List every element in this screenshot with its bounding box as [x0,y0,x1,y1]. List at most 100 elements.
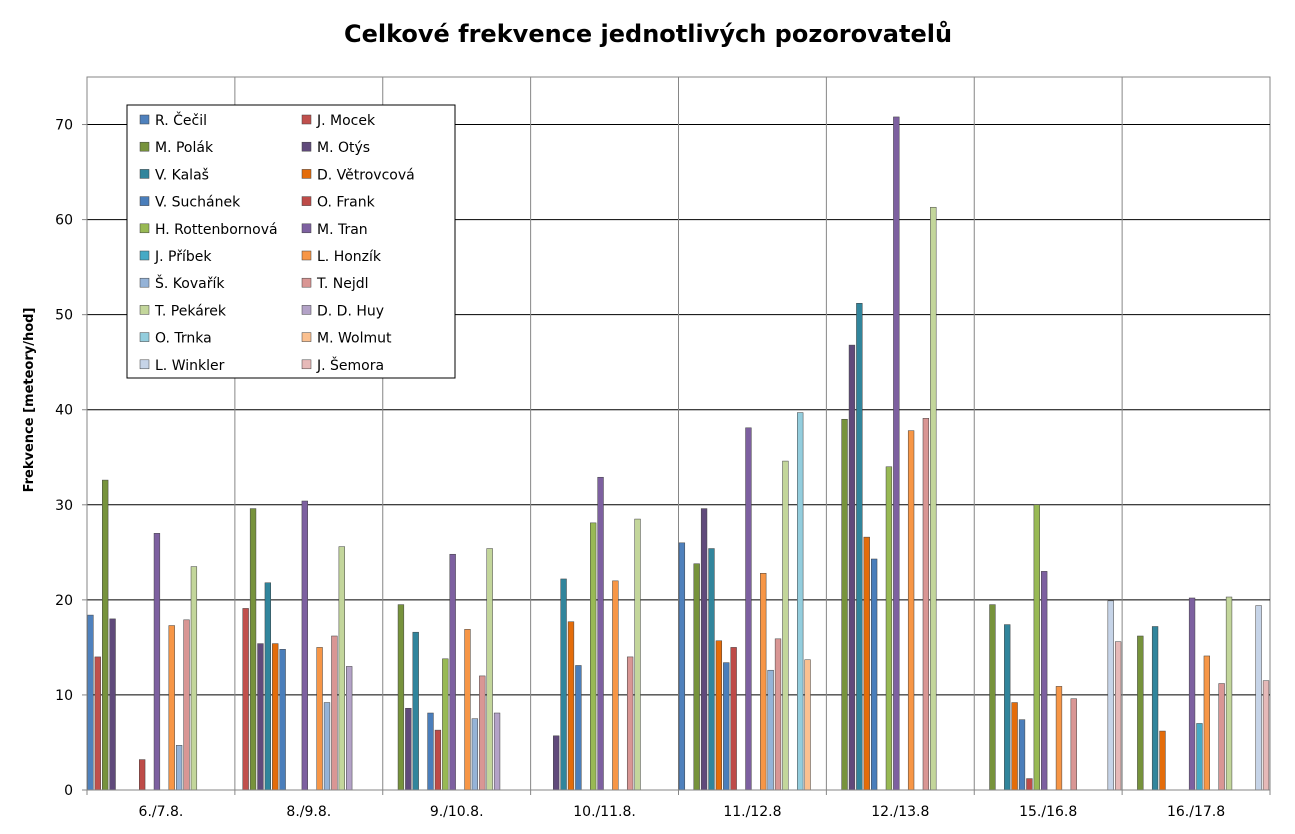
bar [1114,641,1122,791]
x-ticks: 6./7.8. 8./9.8. 9./10.8. 10./11.8. 11./12.8 1… [86,790,1271,820]
legend-swatch [301,250,312,261]
bar [1262,680,1270,791]
legend-swatch [139,277,150,288]
bar [190,566,198,791]
bar [863,536,870,791]
bar [338,546,345,791]
legend-swatch [139,359,150,370]
bar [412,631,419,791]
bar [175,745,183,791]
bar [1159,730,1166,791]
y-ticks: 0 10 20 30 40 50 60 70 [55,118,87,799]
bar [1218,683,1225,791]
legend-swatch [301,196,312,206]
legend-swatch [301,169,312,179]
bar [1137,635,1144,791]
bar [774,638,782,791]
legend-label: O. Trnka [155,331,212,347]
bar [848,344,856,791]
bar [153,533,161,791]
bar [634,518,641,791]
bar [434,729,442,791]
bar [109,618,116,791]
legend-swatch [139,114,150,125]
bar [841,418,848,791]
bar [94,656,101,791]
bar [723,662,730,791]
bar [242,608,249,791]
bar [708,548,715,791]
legend-swatch [139,250,150,261]
bar [427,712,434,791]
bar [1255,605,1262,791]
bar [730,647,737,791]
x-tick-label: 6./7.8. [139,804,184,820]
y-tick-label: 60 [55,213,73,229]
legend-label: V. Kalaš [155,167,209,183]
bar [139,759,146,791]
legend-label: M. Polák [155,140,214,156]
bar [1225,596,1233,791]
bar [471,718,479,791]
bar [249,508,257,791]
bar [693,563,700,791]
bar [567,621,575,791]
y-tick-label: 50 [55,308,73,324]
bar [479,675,486,791]
bar [1203,655,1210,791]
legend-label: D. Větrovcová [317,167,415,183]
legend-label: L. Honzík [317,249,382,265]
bar [323,702,331,791]
bar [449,553,456,791]
legend-swatch [139,332,150,342]
bar [797,412,804,791]
bar [279,649,286,791]
legend-box [126,104,456,379]
x-tick-label: 16./17.8 [1167,804,1225,820]
legend-swatch [301,332,312,342]
bar [257,643,264,791]
bar [767,669,774,791]
bar [930,206,937,791]
bars [87,116,1270,791]
bar [560,578,567,791]
bar [1041,571,1048,791]
bar [715,640,723,791]
legend-label: H. Rottenbornová [155,222,278,238]
legend-swatch [301,305,312,315]
bar [612,580,619,791]
bar [1151,626,1159,791]
legend-swatch [139,305,150,315]
bar [486,548,493,791]
y-tick-label: 30 [55,498,73,514]
bar [700,508,708,791]
legend-label: R. Čečil [155,111,207,129]
bar [464,629,471,791]
bar [1055,686,1063,791]
bar [804,659,811,791]
bar [405,707,412,791]
x-tick-label: 11./12.8 [723,804,781,820]
legend-label: D. D. Huy [317,303,384,319]
bar [553,735,560,791]
bar [1026,778,1033,791]
bar [301,500,308,791]
bar [922,418,930,791]
bar [397,604,405,791]
legend-swatch [139,141,150,152]
legend-label: J. Příbek [154,249,212,265]
chart-title: Celkové frekvence jednotlivých pozorovat… [344,20,952,48]
x-tick-label: 12./13.8 [871,804,929,820]
bar [168,625,175,791]
bar [272,643,279,791]
bar [442,658,449,791]
y-axis-label: Frekvence [meteory/hod] [22,308,37,493]
bar [856,303,863,791]
y-tick-label: 20 [55,593,73,609]
bar [745,427,752,791]
bar [87,614,94,791]
bar [893,116,900,791]
bar [1011,702,1018,791]
x-tick-label: 10./11.8. [573,804,636,820]
